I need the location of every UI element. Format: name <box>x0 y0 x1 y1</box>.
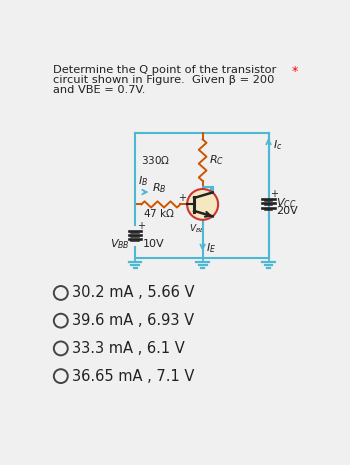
Circle shape <box>187 189 218 220</box>
Text: 20V: 20V <box>276 206 298 216</box>
Text: $R_C$: $R_C$ <box>209 153 224 167</box>
Text: +: + <box>270 189 278 199</box>
Text: $V_{BB}$: $V_{BB}$ <box>110 237 130 251</box>
Text: $R_B$: $R_B$ <box>152 181 167 195</box>
Text: $V_{CC}$: $V_{CC}$ <box>276 196 297 210</box>
Text: 47 k$\Omega$: 47 k$\Omega$ <box>143 207 175 219</box>
Text: 330$\Omega$: 330$\Omega$ <box>141 154 170 166</box>
Text: 36.65 mA , 7.1 V: 36.65 mA , 7.1 V <box>72 369 195 384</box>
Text: Determine the Q point of the transistor: Determine the Q point of the transistor <box>53 65 276 75</box>
Text: $I_E$: $I_E$ <box>206 241 217 255</box>
Text: circuit shown in Figure.  Given β = 200: circuit shown in Figure. Given β = 200 <box>53 75 274 85</box>
Text: 30.2 mA , 5.66 V: 30.2 mA , 5.66 V <box>72 286 195 300</box>
Text: and VBE = 0.7V.: and VBE = 0.7V. <box>53 85 146 95</box>
Text: $I_B$: $I_B$ <box>138 174 148 188</box>
Text: $I_c$: $I_c$ <box>273 138 282 152</box>
Text: +: + <box>177 193 186 203</box>
Text: 39.6 mA , 6.93 V: 39.6 mA , 6.93 V <box>72 313 195 328</box>
Text: *: * <box>292 65 298 78</box>
Text: $V_{BE}$: $V_{BE}$ <box>189 222 205 235</box>
Text: 33.3 mA , 6.1 V: 33.3 mA , 6.1 V <box>72 341 185 356</box>
Text: +: + <box>137 221 145 231</box>
Text: 10V: 10V <box>143 239 164 249</box>
